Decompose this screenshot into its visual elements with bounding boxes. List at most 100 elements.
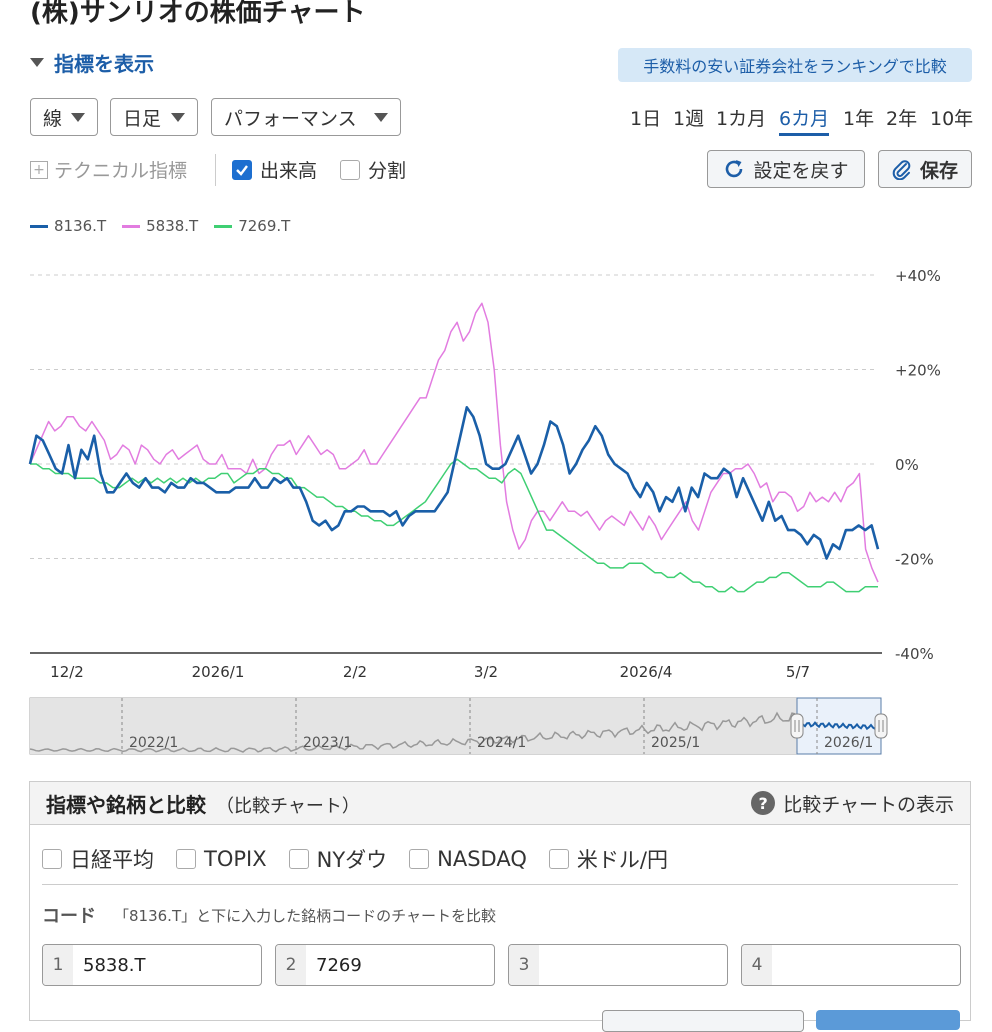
mode-select[interactable]: パフォーマンス <box>211 98 401 136</box>
help-icon: ? <box>751 791 776 815</box>
series-line-8136.T[interactable] <box>28 406 880 560</box>
x-tick-label: 2026/4 <box>620 663 673 681</box>
y-tick-label: +20% <box>895 362 941 380</box>
period-1w[interactable]: 1週 <box>673 108 705 130</box>
caret-down-icon <box>374 112 388 122</box>
compare-panel: 指標や銘柄と比較 （比較チャート） ? 比較チャートの表示 日経平均 TOPIX … <box>29 781 971 1032</box>
navigator-year-label: 2025/1 <box>651 735 700 751</box>
chart-type-value: 線 <box>43 107 63 130</box>
y-tick-label: +40% <box>895 267 941 285</box>
code-input-2[interactable]: 2 7269 <box>275 944 495 986</box>
x-tick-label: 3/2 <box>474 663 498 681</box>
save-label: 保存 <box>919 159 958 182</box>
code-input-value: 5838.T <box>83 954 146 976</box>
navigator-handle-left[interactable] <box>790 713 804 739</box>
performance-chart[interactable]: +40% +20% 0% -20% -40% 12/2 2026/1 2/2 3/2 2026/… <box>0 250 992 690</box>
checkmark-icon <box>232 159 252 180</box>
x-tick-label: 5/7 <box>786 663 810 681</box>
period-2y[interactable]: 2年 <box>886 108 918 130</box>
index-label: NASDAQ <box>437 847 527 871</box>
code-input-number: 4 <box>742 945 772 985</box>
code-input-number: 2 <box>276 945 306 985</box>
reset-settings-label: 設定を戻す <box>753 159 849 182</box>
compare-title: 指標や銘柄と比較 （比較チャート） <box>46 789 360 818</box>
chart-type-select[interactable]: 線 <box>30 98 98 136</box>
navigator-selected-line <box>796 720 882 731</box>
index-checkbox-nikkei[interactable]: 日経平均 <box>42 844 154 874</box>
x-tick-label: 2/2 <box>343 663 367 681</box>
divider <box>215 154 216 186</box>
period-10y[interactable]: 10年 <box>930 108 974 130</box>
split-label: 分割 <box>368 160 407 182</box>
show-indicators-toggle[interactable]: 指標を表示 <box>30 48 154 77</box>
checkbox-icon <box>340 159 360 180</box>
navigator-history-line <box>29 711 796 753</box>
x-tick-label: 2026/1 <box>192 663 245 681</box>
period-1m[interactable]: 1カ月 <box>716 108 767 130</box>
caret-down-icon <box>71 112 85 122</box>
series-line-7269.T[interactable] <box>30 458 878 593</box>
technical-indicator-label: テクニカル指標 <box>54 160 188 182</box>
legend-label: 5838.T <box>146 217 199 235</box>
volume-checkbox[interactable]: 出来高 <box>232 156 317 183</box>
checkbox-icon <box>288 849 309 869</box>
y-tick-label: 0% <box>895 456 919 474</box>
broker-ranking-button[interactable]: 手数料の安い証券会社をランキングで比較 <box>618 48 972 82</box>
legend-label: 7269.T <box>238 217 291 235</box>
triangle-down-icon <box>30 58 44 67</box>
split-checkbox[interactable]: 分割 <box>340 156 406 183</box>
compare-help-link[interactable]: ? 比較チャートの表示 <box>751 790 954 817</box>
index-checkbox-row: 日経平均 TOPIX NYダウ NASDAQ 米ドル/円 <box>42 844 668 874</box>
reset-settings-button[interactable]: 設定を戻す <box>707 150 865 188</box>
save-button[interactable]: 保存 <box>878 150 972 188</box>
period-1d[interactable]: 1日 <box>630 108 662 130</box>
interval-value: 日足 <box>123 107 162 130</box>
refresh-icon <box>726 160 743 178</box>
checkbox-icon <box>176 849 196 869</box>
compare-submit-button[interactable] <box>816 1010 960 1030</box>
navigator-year-label: 2026/1 <box>824 735 873 751</box>
interval-select[interactable]: 日足 <box>110 98 198 136</box>
legend-swatch <box>214 224 233 228</box>
checkbox-icon <box>42 849 62 869</box>
index-checkbox-usdjpy[interactable]: 米ドル/円 <box>548 844 668 874</box>
legend-item-1[interactable]: 5838.T <box>122 217 198 235</box>
divider <box>42 884 958 885</box>
index-label: TOPIX <box>204 847 267 871</box>
legend-item-2[interactable]: 7269.T <box>214 217 290 235</box>
chart-legend: 8136.T 5838.T 7269.T <box>30 217 290 235</box>
legend-swatch <box>30 224 48 228</box>
navigator-year-label: 2023/1 <box>303 735 352 751</box>
checkbox-icon <box>409 849 430 869</box>
code-row: コード 「8136.T」と下に入力した銘柄コードのチャートを比較 <box>42 902 496 928</box>
y-tick-label: -40% <box>895 645 934 663</box>
index-checkbox-nydow[interactable]: NYダウ <box>288 844 388 874</box>
index-label: 日経平均 <box>70 848 154 872</box>
series-line-5838.T[interactable] <box>29 302 879 583</box>
y-tick-label: -20% <box>895 551 934 569</box>
code-input-1[interactable]: 1 5838.T <box>42 944 262 986</box>
code-input-value: 7269 <box>316 954 362 976</box>
mode-value: パフォーマンス <box>224 107 357 130</box>
legend-swatch <box>122 224 141 228</box>
legend-item-0[interactable]: 8136.T <box>30 217 106 235</box>
code-input-4[interactable]: 4 <box>741 944 961 986</box>
period-6m[interactable]: 6カ月 <box>779 104 830 136</box>
range-navigator[interactable]: 2022/1 2023/1 2024/1 2025/1 2026/1 <box>0 696 992 758</box>
legend-label: 8136.T <box>54 217 107 235</box>
technical-indicator-button[interactable]: + テクニカル指標 <box>30 156 187 183</box>
code-input-number: 3 <box>509 945 539 985</box>
navigator-handle-right[interactable] <box>874 713 888 739</box>
compare-subtitle: （比較チャート） <box>216 795 360 817</box>
page-title: (株)サンリオの株価チャート <box>30 0 366 28</box>
navigator-year-label: 2024/1 <box>477 735 526 751</box>
volume-label: 出来高 <box>260 160 318 182</box>
code-input-3[interactable]: 3 <box>508 944 728 986</box>
code-input-number: 1 <box>43 945 73 985</box>
period-1y[interactable]: 1年 <box>843 108 875 130</box>
code-description: 「8136.T」と下に入力した銘柄コードのチャートを比較 <box>114 906 496 925</box>
index-label: NYダウ <box>316 848 388 872</box>
clear-button[interactable] <box>602 1010 804 1032</box>
index-checkbox-nasdaq[interactable]: NASDAQ <box>409 844 527 874</box>
index-checkbox-topix[interactable]: TOPIX <box>176 844 267 874</box>
